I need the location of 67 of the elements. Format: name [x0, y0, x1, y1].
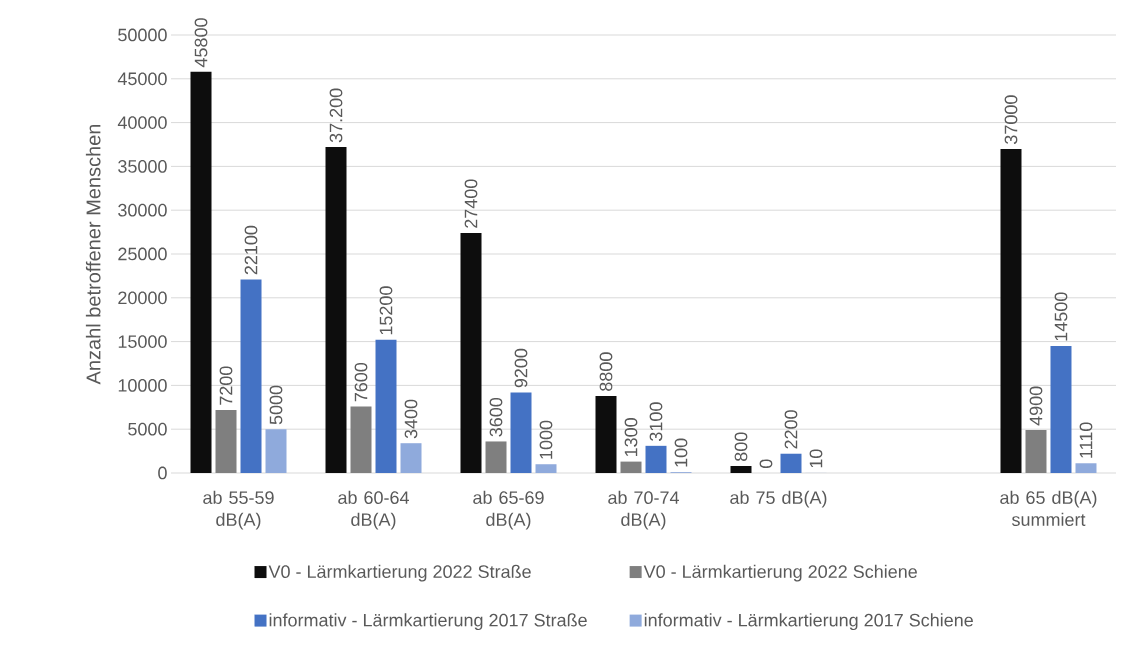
legend-label: V0 - Lärmkartierung 2022 Straße [268, 564, 531, 582]
data-label: 3600 [489, 397, 503, 437]
data-label: 10 [809, 449, 823, 468]
x-tick-label: ab 55-59 dB(A) [203, 490, 274, 530]
bar [325, 147, 347, 473]
bar [1050, 345, 1072, 473]
x-tick-label: ab 75 dB(A) [730, 490, 827, 508]
y-tick-label: 50000 [118, 28, 167, 42]
y-axis-title: Anzahl betroffener Menschen [85, 124, 101, 385]
bar [645, 445, 667, 473]
bar [1000, 148, 1022, 473]
legend-label: informativ - Lärmkartierung 2017 Schiene [644, 613, 973, 631]
y-tick-label: 5000 [128, 422, 167, 436]
y-tick-label: 25000 [118, 247, 167, 261]
data-label: 2200 [784, 410, 798, 449]
data-label: 37000 [1004, 95, 1018, 144]
y-tick-label: 0 [158, 466, 167, 480]
data-label: 1000 [539, 420, 553, 459]
bar [535, 464, 557, 473]
bar [1075, 463, 1097, 473]
data-label: 800 [734, 432, 748, 461]
data-label: 1300 [624, 418, 638, 457]
bar [595, 395, 617, 473]
data-label: 7200 [219, 366, 233, 405]
data-label: 8800 [599, 352, 613, 391]
bar [375, 339, 397, 473]
data-label: 0 [759, 459, 773, 469]
y-tick-label: 10000 [118, 379, 167, 392]
bar [730, 465, 752, 473]
x-tick-label: ab 70-74 dB(A) [608, 490, 679, 530]
y-tick-label: 45000 [117, 72, 167, 86]
y-tick-label: 15000 [118, 335, 167, 348]
data-label: 7600 [354, 362, 368, 402]
bar [485, 441, 507, 473]
data-label: 5000 [269, 385, 283, 425]
data-label: 45800 [194, 18, 208, 68]
bar [400, 443, 422, 473]
y-tick-label: 30000 [118, 203, 167, 217]
bar [620, 461, 642, 473]
data-label: 3400 [404, 399, 418, 439]
bar [190, 71, 212, 473]
x-tick-label: ab 60-64 dB(A) [338, 490, 409, 530]
bar [510, 392, 532, 473]
data-label: 15200 [379, 286, 393, 335]
data-label: 3100 [649, 402, 663, 441]
y-tick-label: 40000 [117, 116, 167, 129]
data-label: 14500 [1054, 292, 1068, 341]
bar [215, 409, 237, 473]
y-tick-label: 35000 [118, 160, 167, 173]
bar [780, 453, 802, 473]
data-label: 37.200 [329, 88, 343, 143]
legend-label: V0 - Lärmkartierung 2022 Schiene [643, 564, 917, 582]
bar [460, 232, 482, 473]
bar [240, 279, 262, 473]
legend-label: informativ - Lärmkartierung 2017 Straße [269, 613, 587, 631]
x-tick-label: ab 65 dB(A) summiert [1000, 490, 1097, 526]
data-label: 100 [674, 438, 688, 467]
data-label: 1110 [1079, 422, 1093, 458]
data-label: 9200 [514, 348, 528, 388]
data-label: 4900 [1029, 386, 1043, 426]
data-label: 27400 [464, 179, 478, 228]
x-tick-label: ab 65-69 dB(A) [473, 490, 544, 530]
bar [265, 429, 287, 473]
data-label: 22100 [244, 225, 258, 275]
bar [350, 406, 372, 473]
y-tick-label: 20000 [118, 291, 167, 305]
bar [1025, 430, 1047, 473]
